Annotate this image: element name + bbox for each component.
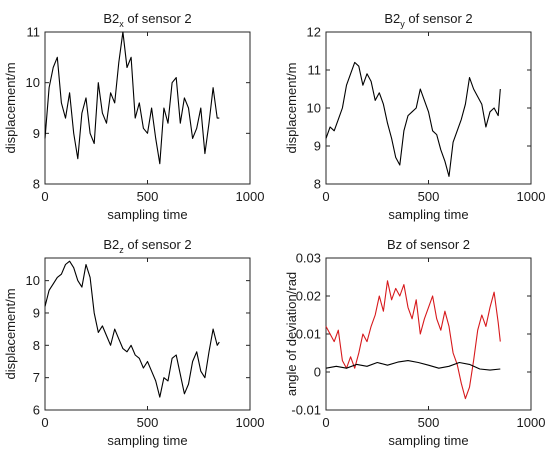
- y-tick-label: 10: [26, 273, 40, 288]
- y-tick-label: 8: [33, 177, 40, 192]
- x-axis-label: sampling time: [388, 207, 468, 222]
- x-tick-label: 0: [322, 415, 329, 430]
- y-axis-label: displacement/m: [284, 62, 299, 153]
- x-tick-label: 1000: [236, 415, 265, 430]
- series-line-1: [44, 260, 220, 398]
- x-tick-label: 1000: [236, 189, 265, 204]
- chart-title: B2y of sensor 2: [384, 11, 472, 29]
- x-tick-label: 1000: [517, 189, 546, 204]
- y-tick-label: 0.01: [296, 327, 321, 342]
- y-tick-label: 7: [33, 370, 40, 385]
- x-axis-label: sampling time: [107, 207, 187, 222]
- y-tick-label: 9: [314, 139, 321, 154]
- y-axis-label: displacement/m: [3, 288, 18, 379]
- y-tick-label: -0.01: [291, 403, 321, 418]
- chart-title: Bz of sensor 2: [387, 237, 470, 252]
- x-tick-label: 500: [137, 189, 159, 204]
- series-line-1: [325, 280, 501, 400]
- subplot-1: 0 500 1000 8 9 10 11 B2x of sensor 2 sampling ti…: [3, 11, 264, 222]
- y-tick-label: 12: [307, 25, 321, 40]
- chart-title: B2z of sensor 2: [103, 237, 191, 255]
- y-tick-label: 11: [308, 63, 322, 78]
- x-tick-label: 0: [322, 189, 329, 204]
- y-tick-label: 9: [33, 126, 40, 141]
- x-tick-label: 1000: [517, 415, 546, 430]
- x-tick-label: 500: [418, 189, 440, 204]
- x-tick-label: 0: [41, 189, 48, 204]
- y-tick-label: 11: [27, 25, 41, 40]
- subplot-3: 0 500 1000 6 7 8 9 10 B2z of sensor 2 sampling ti…: [3, 237, 264, 448]
- y-tick-label: 10: [307, 101, 321, 116]
- y-tick-label: 8: [314, 177, 321, 192]
- axes-box: [325, 31, 532, 185]
- chart-title: B2x of sensor 2: [103, 11, 191, 29]
- y-tick-label: 0.02: [296, 289, 321, 304]
- x-axis-label: sampling time: [388, 433, 468, 448]
- series-line-2: [325, 360, 501, 371]
- y-tick-label: 6: [33, 403, 40, 418]
- x-tick-label: 0: [41, 415, 48, 430]
- y-tick-label: 9: [33, 305, 40, 320]
- subplot-2: 0 500 1000 8 9 10 11 12 B2y of sensor 2 sampling …: [284, 11, 545, 222]
- y-tick-label: 0.03: [296, 251, 321, 266]
- x-tick-label: 500: [137, 415, 159, 430]
- axes-box: [44, 257, 251, 411]
- series-line-1: [44, 31, 220, 165]
- y-tick-label: 8: [33, 338, 40, 353]
- y-tick-label: 0: [314, 365, 321, 380]
- y-axis-label: angle of deviation/rad: [284, 272, 299, 396]
- x-tick-label: 500: [418, 415, 440, 430]
- axes-box: [44, 31, 251, 185]
- x-axis-label: sampling time: [107, 433, 187, 448]
- axes-box: [325, 257, 532, 411]
- y-tick-label: 10: [26, 75, 40, 90]
- y-axis-label: displacement/m: [3, 62, 18, 153]
- series-line-1: [325, 61, 501, 177]
